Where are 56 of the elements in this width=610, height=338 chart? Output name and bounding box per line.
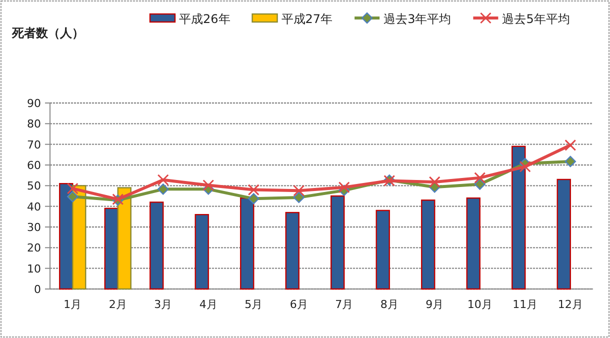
y-tick-label: 70 [27, 138, 41, 152]
y-tick-label: 20 [27, 242, 41, 255]
x-tick-label: 5月 [244, 298, 263, 311]
legend-label: 過去3年平均 [384, 12, 452, 26]
y-tick-label: 10 [27, 262, 41, 276]
bar [330, 195, 345, 290]
point [519, 160, 531, 172]
point [248, 193, 260, 204]
y-axis-title: 死者数（人） [11, 26, 84, 40]
bar [104, 208, 118, 290]
point [67, 191, 78, 202]
point [293, 184, 305, 196]
point [428, 176, 440, 188]
x-tick-label: 7月 [335, 298, 354, 311]
bar [556, 178, 571, 290]
y-tick-label: 80 [27, 118, 41, 131]
point [66, 182, 78, 194]
x-tick-label: 1月 [64, 298, 82, 311]
point [248, 184, 260, 196]
y-tick-label: 40 [27, 200, 41, 214]
x-tick-label: 9月 [426, 298, 444, 311]
bar [117, 187, 132, 290]
bar [421, 200, 436, 290]
y-tick-label: 30 [27, 221, 41, 234]
point [338, 182, 350, 194]
point [157, 174, 169, 186]
point [564, 139, 576, 151]
bar [285, 212, 300, 290]
point [564, 156, 576, 168]
x-tick-label: 6月 [290, 298, 308, 311]
legend-label: 過去5年平均 [502, 12, 570, 26]
bar [194, 214, 209, 290]
x-tick-label: 2月 [108, 298, 127, 311]
point [158, 184, 169, 195]
y-tick-label: 50 [27, 180, 41, 193]
legend-label: 平成26年 [179, 12, 230, 26]
bar [466, 197, 480, 290]
bar [376, 210, 390, 290]
bar [150, 202, 164, 290]
y-tick-label: 60 [27, 159, 41, 172]
x-tick-label: 11月 [512, 298, 538, 311]
bar [240, 197, 254, 290]
x-tick-label: 4月 [199, 298, 218, 311]
y-tick-label: 0 [34, 283, 41, 296]
point [474, 172, 486, 184]
point [202, 180, 214, 192]
x-tick-label: 10月 [467, 298, 492, 311]
point [474, 178, 486, 190]
x-tick-label: 3月 [154, 298, 172, 311]
legend-label: 平成27年 [281, 12, 333, 26]
y-tick-label: 90 [27, 97, 41, 110]
x-tick-label: 8月 [380, 298, 398, 311]
point [293, 192, 304, 204]
bar [512, 146, 526, 290]
bar [72, 185, 86, 290]
x-tick-label: 12月 [558, 298, 583, 311]
